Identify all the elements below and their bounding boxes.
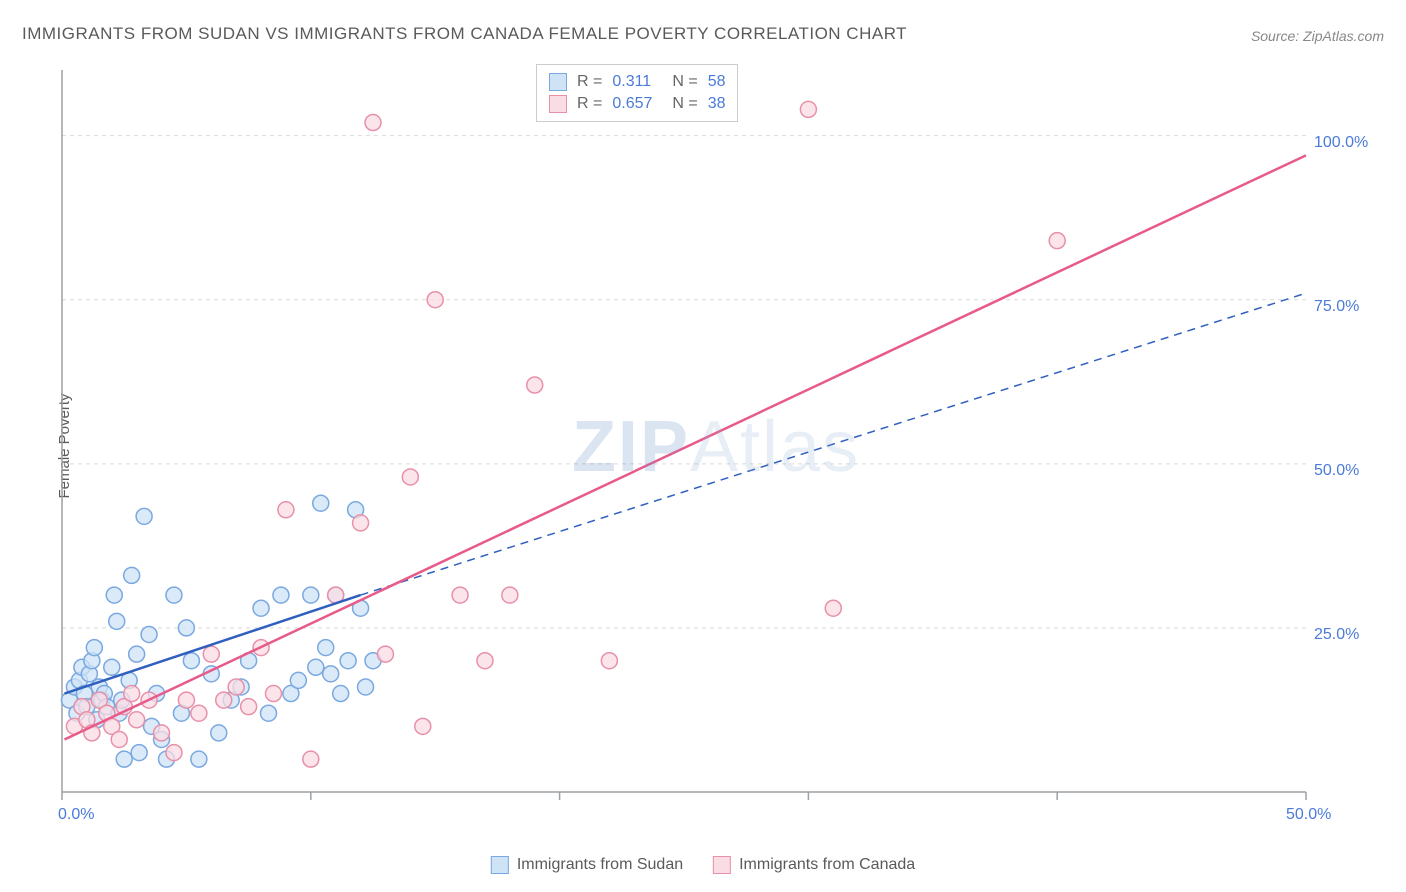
r-value: 0.657 (612, 93, 662, 115)
r-value: 0.311 (612, 71, 662, 93)
legend-label: Immigrants from Sudan (517, 856, 683, 874)
source-credit: Source: ZipAtlas.com (1251, 28, 1384, 44)
stats-row: R = 0.657 N = 38 (549, 93, 725, 115)
legend-item: Immigrants from Canada (713, 856, 915, 874)
r-label: R = (577, 93, 602, 115)
chart-title: IMMIGRANTS FROM SUDAN VS IMMIGRANTS FROM… (22, 24, 907, 44)
x-tick-label: 50.0% (1286, 806, 1331, 824)
n-label: N = (672, 93, 697, 115)
y-tick-label: 75.0% (1314, 298, 1359, 316)
y-tick-label: 25.0% (1314, 626, 1359, 644)
r-label: R = (577, 71, 602, 93)
x-tick-label: 0.0% (58, 806, 94, 824)
n-value: 58 (708, 71, 726, 93)
series-legend: Immigrants from Sudan Immigrants from Can… (491, 856, 915, 874)
series-swatch (549, 73, 567, 91)
series-swatch (713, 856, 731, 874)
n-label: N = (672, 71, 697, 93)
chart-area: ZIPAtlas R =0.311N =58R =0.657N =38 25.0… (56, 62, 1376, 832)
correlation-stats-box: R = 0.311 N = 58 R = 0.657 N = 38 (536, 64, 738, 122)
y-tick-label: 50.0% (1314, 462, 1359, 480)
y-tick-label: 100.0% (1314, 134, 1368, 152)
series-swatch (491, 856, 509, 874)
legend-item: Immigrants from Sudan (491, 856, 683, 874)
series-swatch (549, 95, 567, 113)
scatter-chart-svg (56, 62, 1376, 832)
legend-label: Immigrants from Canada (739, 856, 915, 874)
stats-row: R = 0.311 N = 58 (549, 71, 725, 93)
n-value: 38 (708, 93, 726, 115)
